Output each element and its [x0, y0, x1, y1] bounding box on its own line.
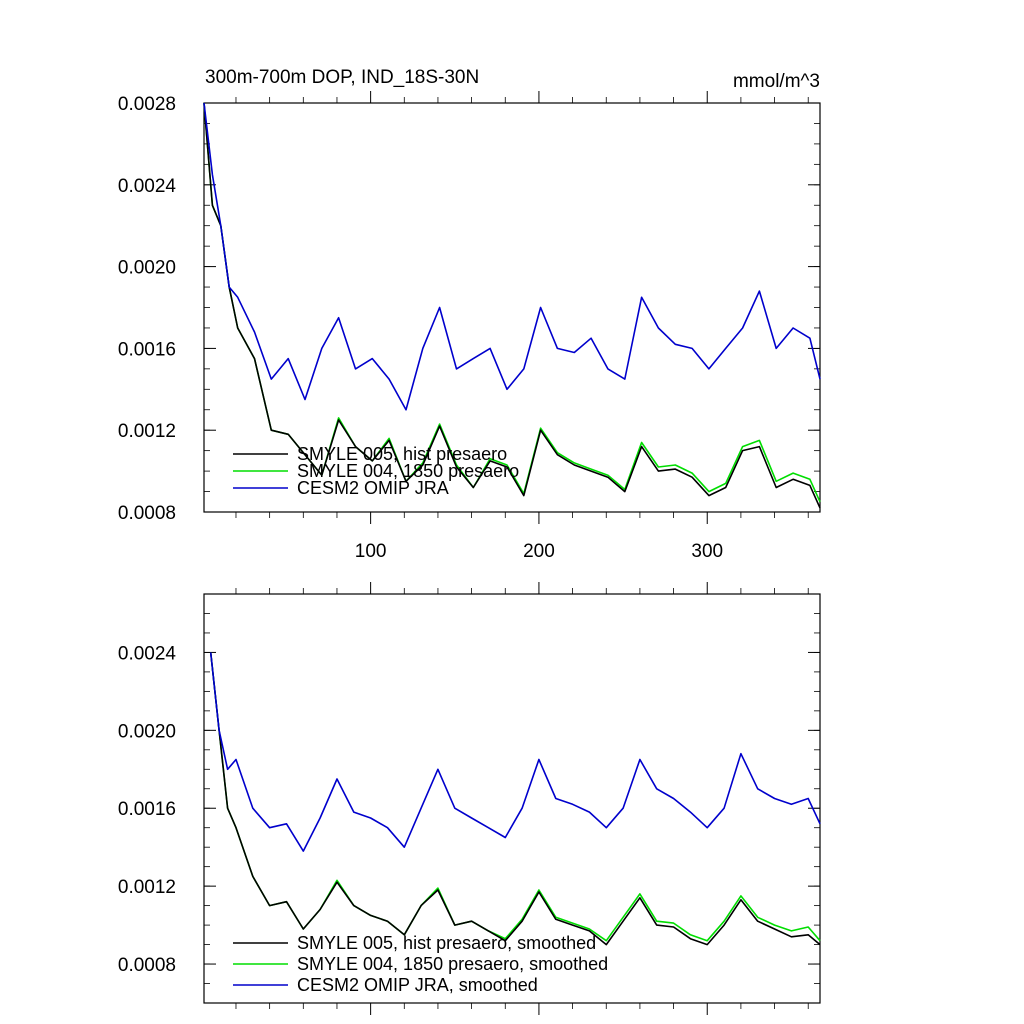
y-tick-label: 0.0028: [118, 94, 176, 115]
y-tick-label: 0.0008: [118, 503, 176, 524]
y-tick-label: 0.0008: [118, 955, 176, 976]
x-tick-label: 300: [691, 541, 723, 562]
units-label: mmol/m^3: [733, 71, 820, 92]
plot-frame: [203, 593, 821, 1004]
legend-label: SMYLE 005, hist presaero, smoothed: [297, 933, 596, 953]
bottom-axis-group: 0.0024 0.0020 0.0016 0.0012 0.0008: [118, 582, 821, 1015]
y-tick-label: 0.0020: [118, 721, 176, 742]
y-tick-label: 0.0020: [118, 258, 176, 279]
legend-label: SMYLE 004, 1850 presaero, smoothed: [297, 954, 608, 974]
x-tick-label: 100: [355, 541, 387, 562]
chart-panel-top: 300m-700m DOP, IND_18S-30N mmol/m^3 0.00…: [118, 67, 821, 562]
series-line: [209, 652, 821, 852]
y-tick-label: 0.0012: [118, 877, 176, 898]
legend-label: CESM2 OMIP JRA, smoothed: [297, 975, 538, 995]
chart-title: 300m-700m DOP, IND_18S-30N: [205, 67, 479, 88]
y-tick-label: 0.0012: [118, 421, 176, 442]
series-line: [203, 102, 821, 509]
legend-label: SMYLE 004, 1850 presaero: [297, 461, 519, 481]
series-line: [203, 102, 821, 411]
y-tick-label: 0.0024: [118, 176, 177, 197]
legend-label: CESM2 OMIP JRA: [297, 478, 449, 498]
bottom-legend: SMYLE 005, hist presaero, smoothedSMYLE …: [233, 933, 608, 995]
bottom-series-group: [209, 652, 821, 946]
top-axis-group: 0.0028 0.0024 0.0020 0.0016 0.0012 0.0008 100 2…: [118, 91, 821, 562]
legend-label: SMYLE 005, hist presaero: [297, 444, 507, 464]
top-series-group: [203, 102, 821, 509]
series-line: [209, 652, 821, 946]
chart-panel-bottom: 0.0024 0.0020 0.0016 0.0012 0.0008 SMYLE 005…: [118, 582, 821, 1015]
x-tick-label: 200: [523, 541, 555, 562]
y-tick-label: 0.0016: [118, 339, 176, 360]
y-tick-label: 0.0024: [118, 643, 177, 664]
y-tick-label: 0.0016: [118, 799, 176, 820]
